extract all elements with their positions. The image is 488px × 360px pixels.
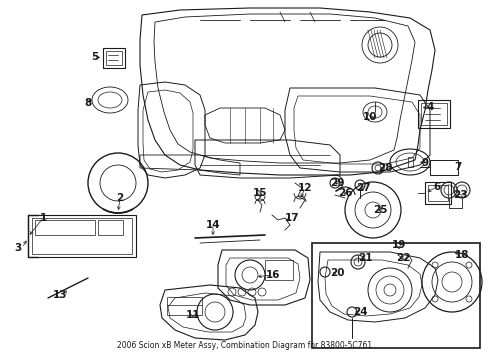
Text: 28: 28 [377, 163, 391, 173]
Bar [32, 218, 132, 254]
Bar [35, 220, 95, 235]
Bar [424, 182, 450, 204]
Text: 10: 10 [362, 112, 376, 122]
Text: 3: 3 [14, 243, 21, 253]
Text: 1: 1 [40, 213, 46, 223]
Bar [429, 160, 457, 175]
Bar [311, 243, 479, 348]
Text: 27: 27 [355, 183, 369, 193]
Bar [103, 48, 125, 68]
Text: 15: 15 [252, 188, 267, 198]
Text: 8: 8 [84, 98, 91, 108]
Bar [167, 297, 202, 315]
Bar [264, 260, 292, 280]
Text: 24: 24 [352, 307, 366, 317]
Bar [420, 103, 446, 125]
Text: 4: 4 [426, 102, 433, 112]
Text: 17: 17 [284, 213, 299, 223]
Text: 25: 25 [372, 205, 386, 215]
Text: 18: 18 [454, 250, 468, 260]
Bar [427, 185, 447, 201]
Text: 5: 5 [91, 52, 99, 62]
Text: 7: 7 [453, 162, 461, 172]
Bar [417, 100, 449, 128]
Text: 11: 11 [185, 310, 200, 320]
Text: 2: 2 [116, 193, 123, 203]
Text: 13: 13 [53, 290, 67, 300]
Text: 21: 21 [357, 253, 371, 263]
Bar [407, 157, 412, 167]
Text: 6: 6 [432, 182, 440, 192]
Text: 2006 Scion xB Meter Assy, Combination Diagram for 83800-5C761: 2006 Scion xB Meter Assy, Combination Di… [117, 341, 371, 350]
Bar [98, 220, 123, 235]
Text: 12: 12 [297, 183, 312, 193]
Text: 22: 22 [395, 253, 409, 263]
Text: 9: 9 [421, 158, 427, 168]
Text: 19: 19 [391, 240, 406, 250]
Text: 23: 23 [452, 190, 467, 200]
Text: 16: 16 [265, 270, 280, 280]
Text: 26: 26 [337, 188, 351, 198]
Bar [28, 215, 136, 257]
Text: 14: 14 [205, 220, 220, 230]
Text: 29: 29 [329, 178, 344, 188]
Bar [106, 51, 122, 65]
Text: 20: 20 [329, 268, 344, 278]
